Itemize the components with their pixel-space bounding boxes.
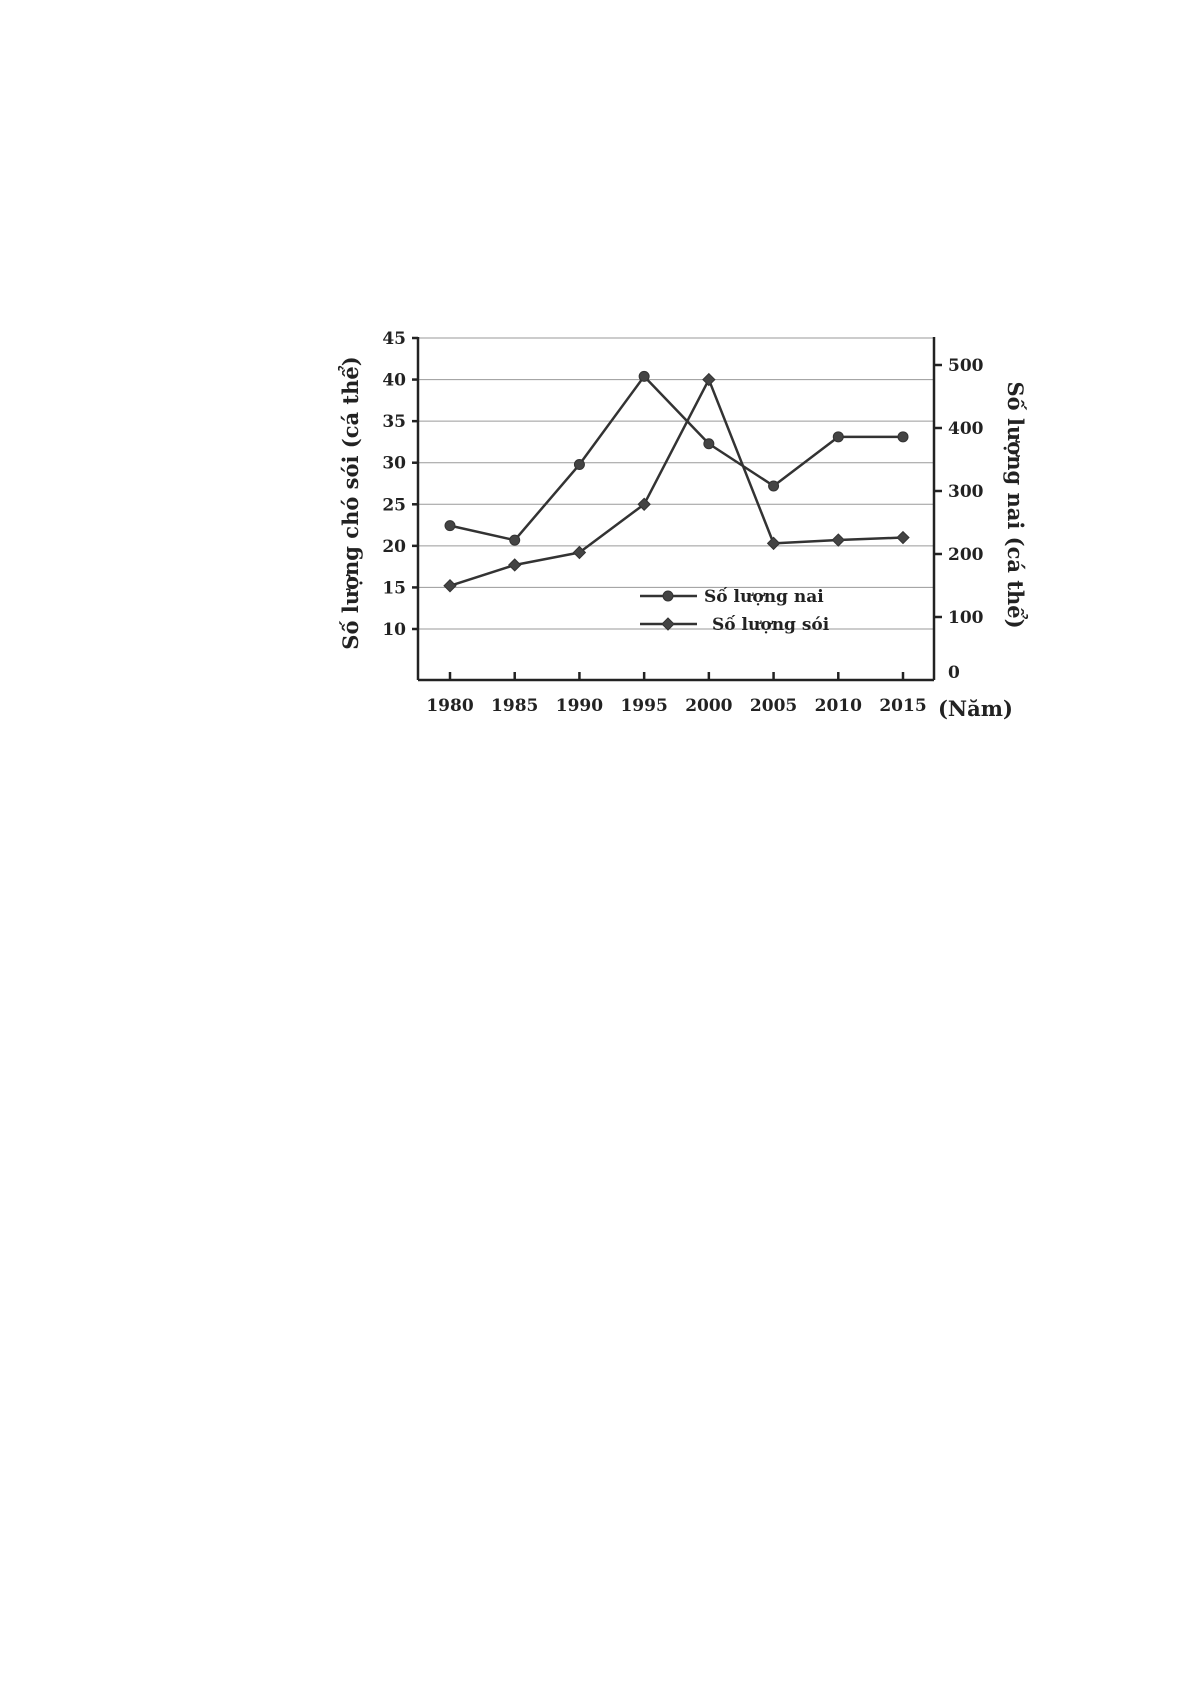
data-point-nai — [444, 520, 456, 532]
x-tick-label: 1980 — [426, 696, 473, 716]
data-point-nai — [897, 431, 909, 443]
x-tick-label: 2005 — [750, 696, 797, 716]
data-point-nai — [703, 438, 715, 450]
legend-label-nai: Số lượng nai — [704, 587, 824, 607]
left-tick-label: 20 — [382, 537, 406, 557]
data-point-nai — [832, 431, 844, 443]
right-tick-label: 300 — [948, 482, 984, 502]
data-point-soi — [443, 579, 457, 593]
x-tick-label: 2015 — [879, 696, 926, 716]
left-tick-label: 10 — [382, 620, 406, 640]
data-point-nai — [638, 370, 650, 382]
left-axis-title: Số lượng chó sói (cá thể) — [338, 356, 363, 649]
x-tick-label: 1995 — [620, 696, 667, 716]
right-axis-title: Số lượng nai (cá thể) — [1003, 381, 1028, 628]
series — [443, 370, 910, 593]
data-point-soi — [766, 536, 781, 551]
series-line-nai — [449, 375, 903, 542]
left-tick-label: 30 — [382, 454, 406, 474]
left-tick-label: 40 — [382, 371, 406, 391]
data-point-soi — [508, 558, 522, 572]
legend-marker-nai — [662, 590, 674, 602]
series-line-soi — [449, 378, 904, 587]
right-tick-label: 500 — [948, 356, 984, 376]
axes — [416, 337, 936, 682]
x-tick-label: 1985 — [491, 696, 538, 716]
right-tick-label: 0 — [948, 663, 960, 683]
right-tick-label: 200 — [948, 545, 984, 565]
x-tick-label: 2010 — [815, 696, 862, 716]
x-tick-label: 2000 — [685, 696, 732, 716]
grid — [418, 337, 934, 630]
x-axis-title: (Năm) — [938, 696, 1013, 721]
data-point-nai — [768, 480, 780, 492]
x-tick-label: 1990 — [556, 696, 603, 716]
legend: Số lượng nai Số lượng sói — [640, 587, 830, 635]
data-point-soi — [572, 545, 587, 560]
right-tick-label: 100 — [948, 608, 984, 628]
left-tick-label: 25 — [382, 495, 406, 515]
left-tick-label: 35 — [382, 412, 406, 432]
left-tick-label: 15 — [382, 578, 406, 598]
data-point-soi — [831, 533, 845, 547]
legend-label-soi: Số lượng sói — [712, 615, 830, 635]
data-point-nai — [573, 459, 585, 471]
right-tick-label: 400 — [948, 419, 984, 439]
left-tick-label: 45 — [382, 329, 406, 349]
legend-marker-soi — [661, 617, 675, 631]
data-point-soi — [896, 530, 910, 545]
data-point-soi — [637, 497, 651, 511]
data-point-nai — [509, 534, 521, 546]
data-point-soi — [702, 372, 716, 387]
